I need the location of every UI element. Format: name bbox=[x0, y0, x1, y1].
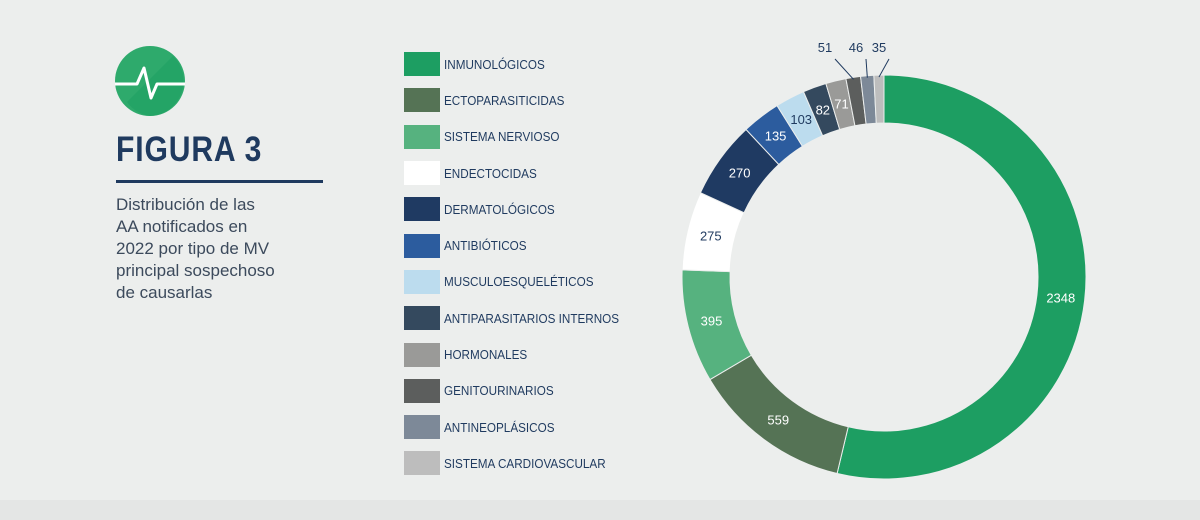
donut-slice bbox=[836, 74, 1087, 480]
slice-value-label: 395 bbox=[701, 313, 723, 328]
slice-value-label: 82 bbox=[816, 102, 830, 117]
legend-item: ECTOPARASITICIDAS bbox=[404, 82, 639, 118]
legend-swatch bbox=[404, 197, 440, 222]
legend-label: MUSCULOESQUELÉTICOS bbox=[444, 274, 594, 290]
legend-label: INMUNOLÓGICOS bbox=[444, 56, 545, 72]
leader-line bbox=[865, 58, 868, 78]
slice-value-label: 135 bbox=[765, 128, 787, 143]
legend-label: SISTEMA NERVIOSO bbox=[444, 129, 560, 145]
legend-label: HORMONALES bbox=[444, 347, 528, 363]
slice-value-label: 103 bbox=[790, 112, 812, 127]
chart-legend: INMUNOLÓGICOS ECTOPARASITICIDAS SISTEMA NE… bbox=[404, 46, 639, 482]
legend-swatch bbox=[404, 451, 440, 476]
legend-swatch bbox=[404, 124, 440, 149]
legend-swatch bbox=[404, 306, 440, 331]
legend-label: SISTEMA CARDIOVASCULAR bbox=[444, 455, 606, 471]
slice-value-label: 71 bbox=[834, 97, 848, 112]
legend-item: ANTIPARASITARIOS INTERNOS bbox=[404, 300, 639, 336]
legend-item: SISTEMA CARDIOVASCULAR bbox=[404, 445, 639, 481]
legend-label: ANTIPARASITARIOS INTERNOS bbox=[444, 310, 620, 326]
legend-item: SISTEMA NERVIOSO bbox=[404, 119, 639, 155]
legend-swatch bbox=[404, 52, 440, 77]
slice-value-label: 559 bbox=[767, 413, 789, 428]
legend-item: ENDECTOCIDAS bbox=[404, 155, 639, 191]
legend-swatch bbox=[404, 269, 440, 294]
legend-item: ANTINEOPLÁSICOS bbox=[404, 409, 639, 445]
legend-swatch bbox=[404, 342, 440, 367]
slice-value-label: 270 bbox=[729, 165, 751, 180]
legend-label: DERMATOLÓGICOS bbox=[444, 201, 555, 217]
figure-caption: Distribución de las AA notificados en 20… bbox=[116, 195, 275, 302]
legend-item: DERMATOLÓGICOS bbox=[404, 191, 639, 227]
legend-swatch bbox=[404, 161, 440, 186]
legend-swatch bbox=[404, 378, 440, 403]
legend-label: ECTOPARASITICIDAS bbox=[444, 92, 565, 108]
leader-line bbox=[878, 58, 890, 78]
slice-value-label: 2348 bbox=[1046, 290, 1075, 305]
legend-label: ANTINEOPLÁSICOS bbox=[444, 419, 555, 435]
legend-item: MUSCULOESQUELÉTICOS bbox=[404, 264, 639, 300]
bottom-band bbox=[0, 500, 1200, 520]
slice-value-label: 275 bbox=[700, 228, 722, 243]
legend-item: HORMONALES bbox=[404, 336, 639, 372]
slice-value-label: 51 bbox=[818, 40, 832, 55]
title-divider bbox=[116, 180, 323, 183]
slice-value-label: 35 bbox=[872, 40, 886, 55]
heartbeat-pulse-icon bbox=[115, 46, 185, 116]
legend-item: ANTIBIÓTICOS bbox=[404, 227, 639, 263]
legend-item: INMUNOLÓGICOS bbox=[404, 46, 639, 82]
legend-swatch bbox=[404, 233, 440, 258]
leader-line bbox=[834, 58, 854, 80]
figure-title: FIGURA 3 bbox=[116, 130, 263, 169]
donut-slice bbox=[873, 74, 885, 124]
legend-label: ENDECTOCIDAS bbox=[444, 165, 537, 181]
legend-swatch bbox=[404, 415, 440, 440]
legend-swatch bbox=[404, 88, 440, 113]
legend-label: ANTIBIÓTICOS bbox=[444, 238, 527, 254]
legend-label: GENITOURINARIOS bbox=[444, 383, 554, 399]
slice-value-label: 46 bbox=[849, 40, 863, 55]
legend-item: GENITOURINARIOS bbox=[404, 373, 639, 409]
